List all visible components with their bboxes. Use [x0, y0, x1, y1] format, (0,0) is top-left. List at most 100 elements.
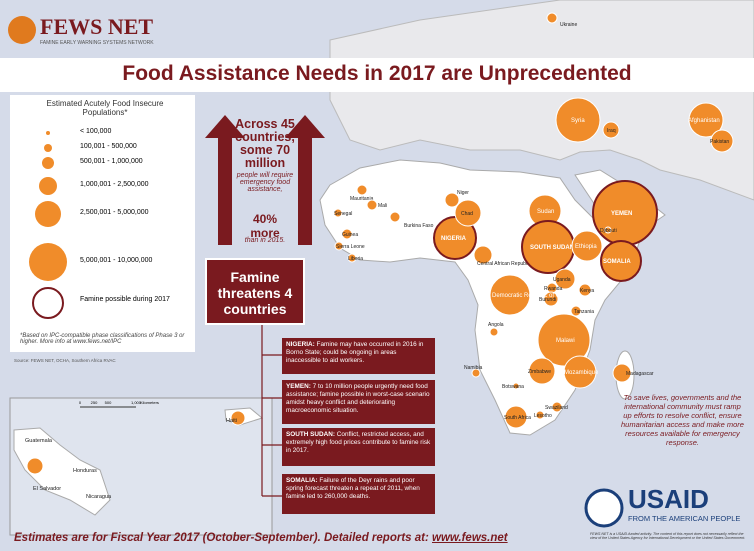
country-label: Tanzania: [574, 309, 594, 315]
country-circle: [535, 410, 545, 420]
country-circle: [512, 382, 520, 390]
stat-headline: Across 45 countries, some 70 million: [235, 117, 295, 170]
country-circle: [612, 363, 632, 383]
callout: To save lives, governments and the inter…: [621, 393, 744, 447]
legend-label: 2,500,001 - 5,000,000: [80, 209, 149, 216]
country-label: Swaziland: [545, 405, 568, 411]
country-label: NIGERIA: [441, 236, 467, 242]
country-circle: [537, 313, 591, 367]
country-label: Malawi: [556, 338, 575, 344]
country-circle: [555, 97, 601, 143]
box-lead: SOUTH SUDAN:: [286, 431, 335, 438]
country-label: Syria: [571, 118, 585, 124]
country-circle: [551, 401, 563, 413]
arrow: [205, 115, 245, 245]
country-circle: [341, 228, 353, 240]
land-north: [329, 0, 754, 201]
country-label: Djibouti: [600, 228, 617, 234]
country-label: Burundi: [539, 297, 556, 303]
legend-swatch: [44, 144, 52, 152]
country-label: Mauritania: [350, 196, 374, 202]
country-label: Honduras: [73, 468, 97, 474]
country-label: Sudan: [537, 209, 554, 215]
legend-label: 5,000,001 - 10,000,000: [80, 257, 153, 264]
legend-swatch: [29, 243, 67, 281]
country-label: Nicaragua: [86, 494, 112, 500]
country-circle: [570, 305, 582, 317]
country-circle: [489, 274, 531, 316]
legend-swatch: [42, 157, 54, 169]
country-label: Pakistan: [710, 139, 729, 145]
country-circle: [604, 226, 612, 234]
footer-link[interactable]: www.fews.net: [432, 532, 508, 544]
country-circle: [710, 129, 734, 153]
legend-label: 1,000,001 - 2,500,000: [80, 181, 149, 188]
stat-sub: people will require emergency food assis…: [236, 172, 294, 193]
country-label: Guatemala: [25, 438, 53, 444]
country-label: Namibia: [464, 365, 483, 371]
legend-title: Estimated Acutely Food Insecure Populati…: [46, 99, 164, 117]
country-label: Central African Republic: [477, 261, 531, 267]
box-text: Famine may have occurred in 2016 in Born…: [286, 341, 424, 364]
country-label: Lesotho: [534, 413, 552, 419]
footer-text: Estimates are for Fiscal Year 2017 (Octo…: [14, 532, 432, 544]
country-label: Ukraine: [560, 22, 577, 28]
country-label: Rwanda: [544, 286, 563, 292]
country-label: Haiti: [226, 418, 237, 424]
box-lead: NIGERIA:: [286, 341, 315, 348]
country-circle: [578, 283, 592, 297]
country-label: Mali: [378, 203, 387, 209]
country-circle: [347, 253, 357, 263]
country-circle: [571, 230, 603, 262]
country-label: Democratic Republic of Congo: [492, 293, 574, 299]
country-label: SOMALIA: [603, 259, 631, 265]
country-label: Niger: [457, 190, 469, 196]
famine-box: SOMALIA: Failure of the Deyr rains and p…: [282, 474, 435, 514]
country-circle: [489, 327, 499, 337]
title-band: [0, 58, 754, 92]
stat-tail: than in 2015.: [244, 237, 286, 244]
country-circle: [471, 368, 481, 378]
legend-swatch: [46, 131, 50, 135]
country-circle: [543, 291, 559, 307]
usaid-seal: [584, 488, 624, 528]
famine-box: NIGERIA: Famine may have occurred in 201…: [282, 338, 435, 374]
country-circle: [26, 457, 44, 475]
legend-famine: Famine possible during 2017: [80, 296, 170, 303]
country-label: Uganda: [553, 277, 571, 283]
country-circle: [444, 192, 460, 208]
country-circle: [454, 199, 482, 227]
country-circle: [546, 12, 558, 24]
country-label: Madagascar: [626, 371, 654, 377]
country-circle: [333, 208, 343, 218]
country-circle: [688, 102, 724, 138]
footer: Estimates are for Fiscal Year 2017 (Octo…: [14, 532, 508, 544]
arrow: [285, 115, 325, 245]
scale-label: 250: [91, 400, 98, 405]
country-label: Botswana: [502, 384, 524, 390]
connector: [261, 325, 282, 497]
country-label: Senegal: [334, 211, 352, 217]
legend-footnote: *Based on IPC-compatible phase classific…: [20, 333, 185, 345]
country-circle: [563, 355, 597, 389]
famine-title: Famine threatens 4 countries: [205, 258, 305, 325]
country-label: YEMEN: [611, 211, 632, 217]
famine-box: SOUTH SUDAN: Conflict, restricted access…: [282, 428, 435, 466]
box-lead: SOMALIA:: [286, 477, 318, 484]
country-label: Burkina Faso: [404, 223, 434, 229]
country-circle: [334, 241, 344, 251]
box-lead: YEMEN:: [286, 383, 311, 390]
country-circle: [528, 357, 556, 385]
legend-label: 100,001 - 500,000: [80, 143, 137, 150]
stat-highlight: 40% more: [250, 212, 280, 240]
legend-swatch: [39, 177, 57, 195]
country-label: SOUTH SUDAN: [530, 245, 574, 251]
country-label: Liberia: [348, 256, 363, 262]
country-label: Zimbabwe: [528, 369, 551, 375]
scale-label: 500: [105, 400, 112, 405]
country-label: South Africa: [504, 415, 531, 421]
logo-mark: [8, 16, 36, 44]
country-circle: [473, 245, 493, 265]
